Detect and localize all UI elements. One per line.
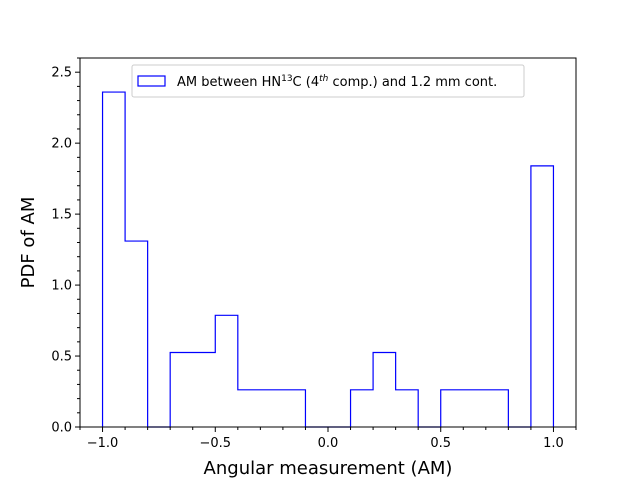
y-axis-label: PDF of AM: [18, 197, 39, 289]
x-axis: −1.0 −0.5 0.0 0.5 1.0: [79, 427, 577, 451]
x-tick-label: 0.5: [430, 436, 451, 451]
x-tick-label: 0.0: [318, 436, 339, 451]
x-axis-label: Angular measurement (AM): [204, 458, 453, 479]
legend-box: [131, 64, 525, 98]
x-tick-label: −0.5: [199, 436, 231, 451]
y-tick-label: 2.5: [51, 66, 72, 81]
y-axis: 0.0 0.5 1.0 1.5 2.0 2.5: [51, 57, 80, 436]
legend: AM between HN13C (4th comp.) and 1.2 mm …: [131, 64, 525, 98]
histogram-step-line: [101, 91, 555, 428]
y-tick-label: 0.5: [51, 350, 72, 365]
y-tick-label: 1.5: [51, 208, 72, 223]
legend-entry: AM between HN13C (4th comp.) and 1.2 mm …: [177, 74, 497, 90]
legend-swatch: [137, 75, 166, 87]
y-tick-label: 0.0: [51, 421, 72, 436]
x-tick-label: −1.0: [87, 436, 119, 451]
x-tick-label: 1.0: [543, 436, 564, 451]
y-tick-label: 2.0: [51, 137, 72, 152]
plot-frame: [79, 57, 577, 428]
y-tick-label: 1.0: [51, 279, 72, 294]
